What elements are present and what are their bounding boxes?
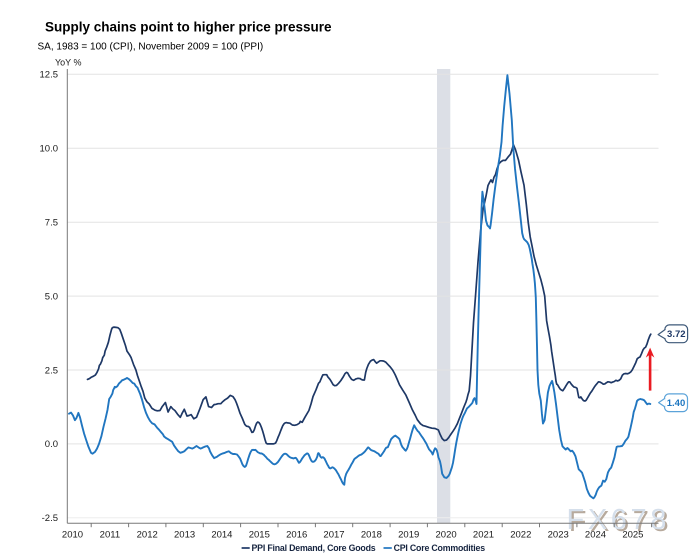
svg-text:3.72: 3.72 (667, 329, 686, 340)
svg-text:2025: 2025 (622, 530, 643, 541)
svg-text:10.0: 10.0 (40, 144, 59, 155)
svg-text:2015: 2015 (249, 530, 270, 541)
svg-text:2.5: 2.5 (45, 365, 58, 376)
svg-text:2012: 2012 (137, 530, 158, 541)
svg-text:2022: 2022 (510, 530, 531, 541)
svg-text:12.5: 12.5 (40, 70, 59, 81)
svg-text:2019: 2019 (398, 530, 419, 541)
svg-text:SA, 1983 = 100 (CPI), November: SA, 1983 = 100 (CPI), November 2009 = 10… (38, 42, 264, 53)
svg-text:-2.5: -2.5 (42, 513, 58, 524)
svg-text:Supply chains point to higher: Supply chains point to higher price pres… (45, 20, 332, 35)
svg-text:2018: 2018 (361, 530, 382, 541)
svg-text:2013: 2013 (174, 530, 195, 541)
svg-text:2023: 2023 (548, 530, 569, 541)
svg-text:2021: 2021 (473, 530, 494, 541)
svg-text:2017: 2017 (323, 530, 344, 541)
svg-text:1.40: 1.40 (667, 398, 686, 409)
svg-text:2011: 2011 (100, 530, 120, 541)
svg-text:YoY %: YoY % (55, 58, 82, 68)
svg-text:7.5: 7.5 (45, 218, 58, 229)
svg-text:PPI Final Demand, Core Goods: PPI Final Demand, Core Goods (252, 543, 376, 553)
svg-text:5.0: 5.0 (45, 291, 58, 302)
svg-text:FX678: FX678 (569, 506, 672, 538)
svg-text:2024: 2024 (585, 530, 606, 541)
svg-text:0.0: 0.0 (45, 439, 58, 450)
svg-text:FX678: FX678 (567, 504, 670, 536)
svg-text:2020: 2020 (436, 530, 457, 541)
svg-text:CPI Core Commodities: CPI Core Commodities (394, 543, 486, 553)
svg-text:2016: 2016 (286, 530, 307, 541)
svg-text:2014: 2014 (211, 530, 232, 541)
svg-text:2010: 2010 (62, 530, 83, 541)
